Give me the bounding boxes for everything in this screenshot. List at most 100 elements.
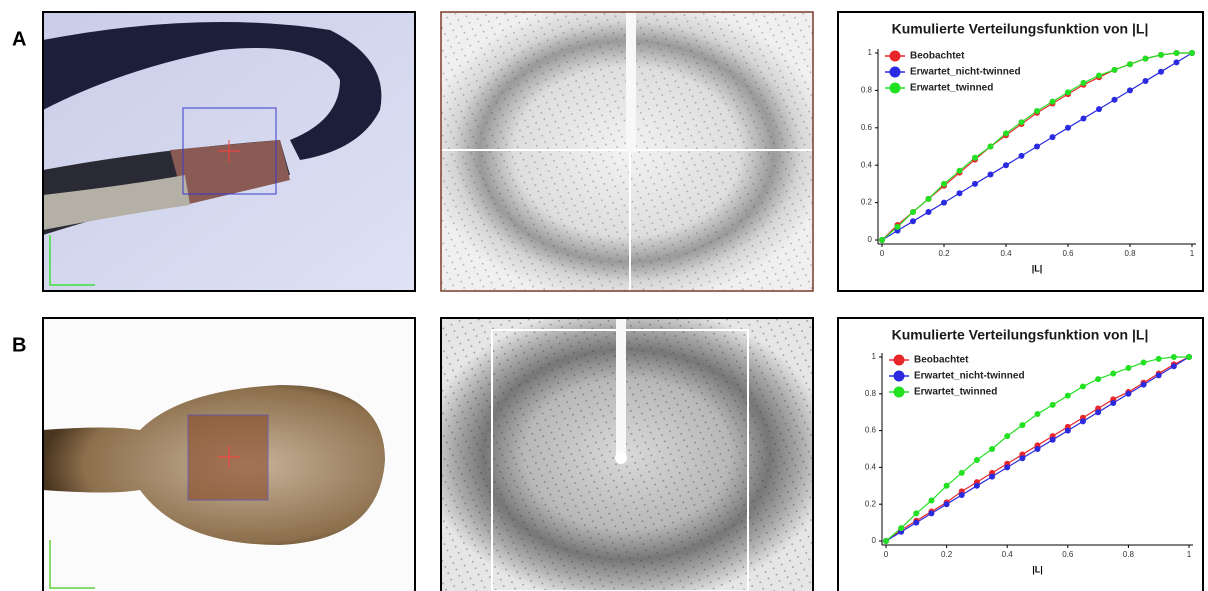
data-point [1034, 144, 1040, 150]
data-point [898, 525, 904, 531]
data-point [974, 483, 980, 489]
data-point [1127, 61, 1133, 67]
data-point [1065, 428, 1071, 434]
data-point [957, 168, 963, 174]
legend-marker [890, 51, 901, 62]
data-point [1019, 455, 1025, 461]
data-point [1034, 108, 1040, 114]
y-tick-label: 0.8 [865, 389, 877, 398]
data-point [1096, 106, 1102, 112]
legend-label: Beobachtet [914, 355, 969, 366]
x-tick-label: 0.8 [1123, 550, 1135, 559]
data-point [1003, 162, 1009, 168]
data-point [1095, 376, 1101, 382]
y-tick-label: 1 [868, 48, 873, 57]
chart-title: Kumulierte Verteilungsfunktion von |L| [892, 327, 1149, 343]
legend-label: Erwartet_twinned [914, 387, 997, 398]
legend-marker [894, 371, 905, 382]
legend-marker [890, 83, 901, 94]
data-point [895, 224, 901, 230]
data-point [1189, 50, 1195, 56]
crystal-photo [43, 12, 415, 291]
chart-title: Kumulierte Verteilungsfunktion von |L| [892, 21, 1149, 37]
x-tick-label: 0.2 [938, 249, 950, 258]
x-axis-label: |L| [1032, 263, 1043, 273]
data-point [1174, 59, 1180, 65]
data-point [1080, 383, 1086, 389]
data-point [944, 501, 950, 507]
data-point [1065, 89, 1071, 95]
data-point [1035, 411, 1041, 417]
data-point [941, 181, 947, 187]
data-point [879, 237, 885, 243]
data-point [1143, 78, 1149, 84]
x-tick-label: 1 [1187, 550, 1192, 559]
data-point [988, 172, 994, 178]
data-point [1065, 125, 1071, 131]
x-tick-label: 0 [884, 550, 889, 559]
data-point [1095, 409, 1101, 415]
legend-label: Erwartet_twinned [910, 83, 993, 94]
data-point [959, 470, 965, 476]
data-point [974, 457, 980, 463]
x-tick-label: 0.2 [941, 550, 953, 559]
data-point [988, 144, 994, 150]
x-tick-label: 1 [1190, 249, 1195, 258]
data-point [883, 538, 889, 544]
legend-marker [894, 387, 905, 398]
y-tick-label: 0.8 [861, 86, 873, 95]
diffraction-image [441, 12, 813, 291]
data-point [1125, 391, 1131, 397]
data-point [1110, 371, 1116, 377]
data-point [910, 218, 916, 224]
data-point [1080, 418, 1086, 424]
data-point [1112, 97, 1118, 103]
data-point [913, 520, 919, 526]
y-tick-label: 0.2 [861, 198, 873, 207]
data-point [1186, 354, 1192, 360]
data-point [1110, 400, 1116, 406]
data-point [910, 209, 916, 215]
x-tick-label: 0.6 [1062, 249, 1074, 258]
legend-label: Erwartet_nicht-twinned [914, 371, 1025, 382]
y-tick-label: 0.4 [865, 463, 877, 472]
data-point [1171, 354, 1177, 360]
figure: A B Kumulierte Vert [0, 0, 1208, 591]
y-tick-label: 0.6 [865, 426, 877, 435]
data-point [1156, 372, 1162, 378]
data-point [1141, 382, 1147, 388]
data-point [1143, 56, 1149, 62]
data-point [1065, 393, 1071, 399]
data-point [926, 196, 932, 202]
data-point [972, 181, 978, 187]
data-point [1050, 437, 1056, 443]
data-point [1174, 50, 1180, 56]
x-tick-label: 0.8 [1124, 249, 1136, 258]
page: A B Kumulierte Vert [0, 0, 1208, 591]
diffraction-image [441, 318, 813, 591]
x-tick-label: 0.4 [1000, 249, 1012, 258]
data-point [989, 474, 995, 480]
data-point [1096, 72, 1102, 78]
data-point [913, 510, 919, 516]
legend-marker [894, 355, 905, 366]
data-point [1156, 356, 1162, 362]
x-tick-label: 0.6 [1062, 550, 1074, 559]
legend-marker [890, 67, 901, 78]
data-point [944, 483, 950, 489]
data-point [1004, 464, 1010, 470]
data-point [1081, 115, 1087, 121]
data-point [1141, 360, 1147, 366]
y-tick-label: 0.6 [861, 123, 873, 132]
data-point [1035, 446, 1041, 452]
y-tick-label: 0 [872, 536, 877, 545]
crystal-photo [43, 318, 415, 591]
panel-label: A [12, 28, 26, 50]
data-point [1125, 365, 1131, 371]
panel-label: B [12, 334, 26, 356]
y-tick-label: 1 [872, 352, 877, 361]
data-point [1158, 69, 1164, 75]
data-point [1050, 99, 1056, 105]
data-point [1050, 134, 1056, 140]
y-tick-label: 0.4 [861, 160, 873, 169]
